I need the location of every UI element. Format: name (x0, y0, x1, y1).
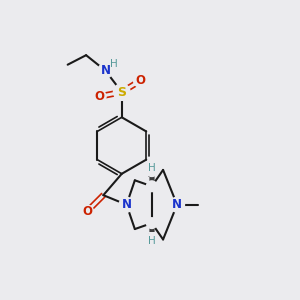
Text: N: N (100, 64, 110, 77)
Text: N: N (172, 198, 182, 211)
Circle shape (169, 197, 184, 212)
Circle shape (145, 164, 158, 176)
Circle shape (80, 205, 94, 218)
Text: H: H (148, 164, 156, 173)
Circle shape (93, 90, 106, 103)
Circle shape (146, 181, 157, 192)
Text: O: O (135, 74, 145, 87)
Circle shape (134, 74, 147, 87)
Text: H: H (110, 59, 118, 69)
Circle shape (119, 197, 134, 212)
Text: O: O (94, 90, 104, 103)
Circle shape (98, 63, 113, 78)
Circle shape (146, 218, 157, 229)
Circle shape (113, 84, 130, 100)
Text: O: O (82, 205, 92, 218)
Text: H: H (148, 236, 156, 246)
Circle shape (145, 233, 158, 246)
Text: N: N (122, 198, 131, 211)
Text: S: S (117, 85, 126, 98)
